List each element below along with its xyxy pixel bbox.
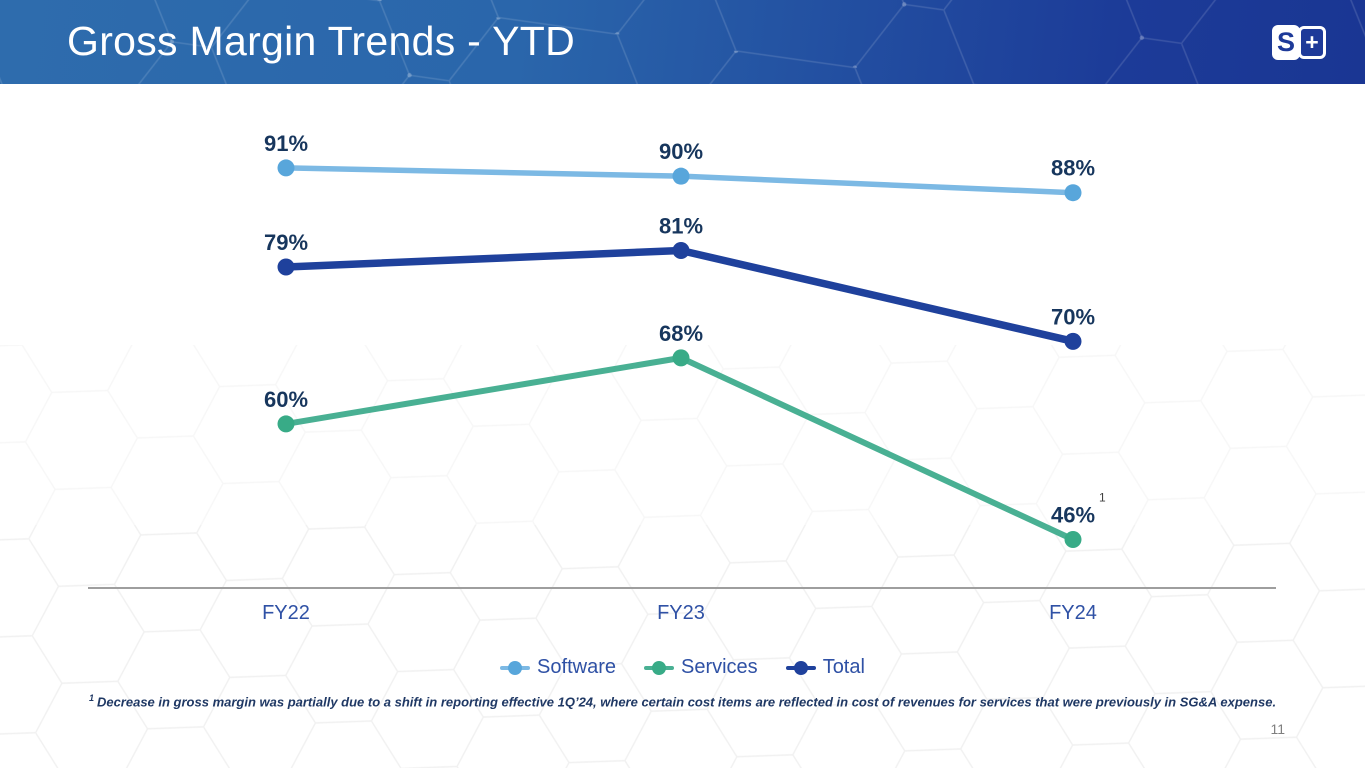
software-point-fy23 [672,167,690,185]
total-data-label-fy22: 79% [264,230,308,255]
header-network-pattern [0,0,1365,84]
logo-s-tile: S [1272,25,1300,60]
legend-item-services: Services [643,656,758,679]
total-point-fy23 [672,242,690,260]
legend-item-software: Software [500,656,616,679]
x-axis-label-fy22: FY22 [262,602,310,624]
company-logo: S + [1272,25,1326,60]
software-legend-marker-icon [500,660,531,675]
mesh-lower [0,525,1365,768]
services-point-fy22 [277,415,295,433]
total-data-label-fy23: 81% [659,214,703,239]
software-point-fy22 [277,159,295,177]
software-data-label-fy24: 88% [1051,156,1095,181]
x-axis-label-fy23: FY23 [657,602,705,624]
services-legend-marker-icon [643,660,674,675]
chart-legend: Software Services Total [0,656,1365,679]
x-axis-label-fy24: FY24 [1049,602,1097,624]
services-data-label-fy24: 46% [1051,503,1095,528]
page-number: 11 [1270,721,1285,737]
total-point-fy22 [277,258,295,276]
total-data-label-fy24: 70% [1051,304,1095,329]
footnote-superscript: 1 [88,693,94,703]
total-point-fy24 [1064,332,1082,350]
legend-label-software: Software [537,656,616,678]
legend-label-services: Services [680,656,758,678]
legend-item-total: Total [785,656,865,679]
services-line [283,354,1076,543]
services-data-label-fy22: 60% [264,387,308,412]
services-point-fy23 [672,349,690,367]
page-title: Gross Margin Trends - YTD [67,18,575,64]
software-point-fy24 [1064,184,1082,202]
legend-label-total: Total [822,656,865,678]
software-data-label-fy22: 91% [264,131,308,156]
mesh-upper [0,345,1365,525]
footnote: 1 Decrease in gross margin was partially … [0,693,1365,709]
header-band: Gross Margin Trends - YTD S + [0,0,1365,84]
services-point-fy24 [1064,531,1082,549]
footnote-text: Decrease in gross margin was partially d… [96,694,1277,710]
total-legend-marker-icon [785,660,816,675]
logo-plus-tile: + [1298,26,1326,59]
services-label-superscript: 1 [1099,491,1106,505]
software-data-label-fy23: 90% [659,139,703,164]
services-data-label-fy23: 68% [659,321,703,346]
